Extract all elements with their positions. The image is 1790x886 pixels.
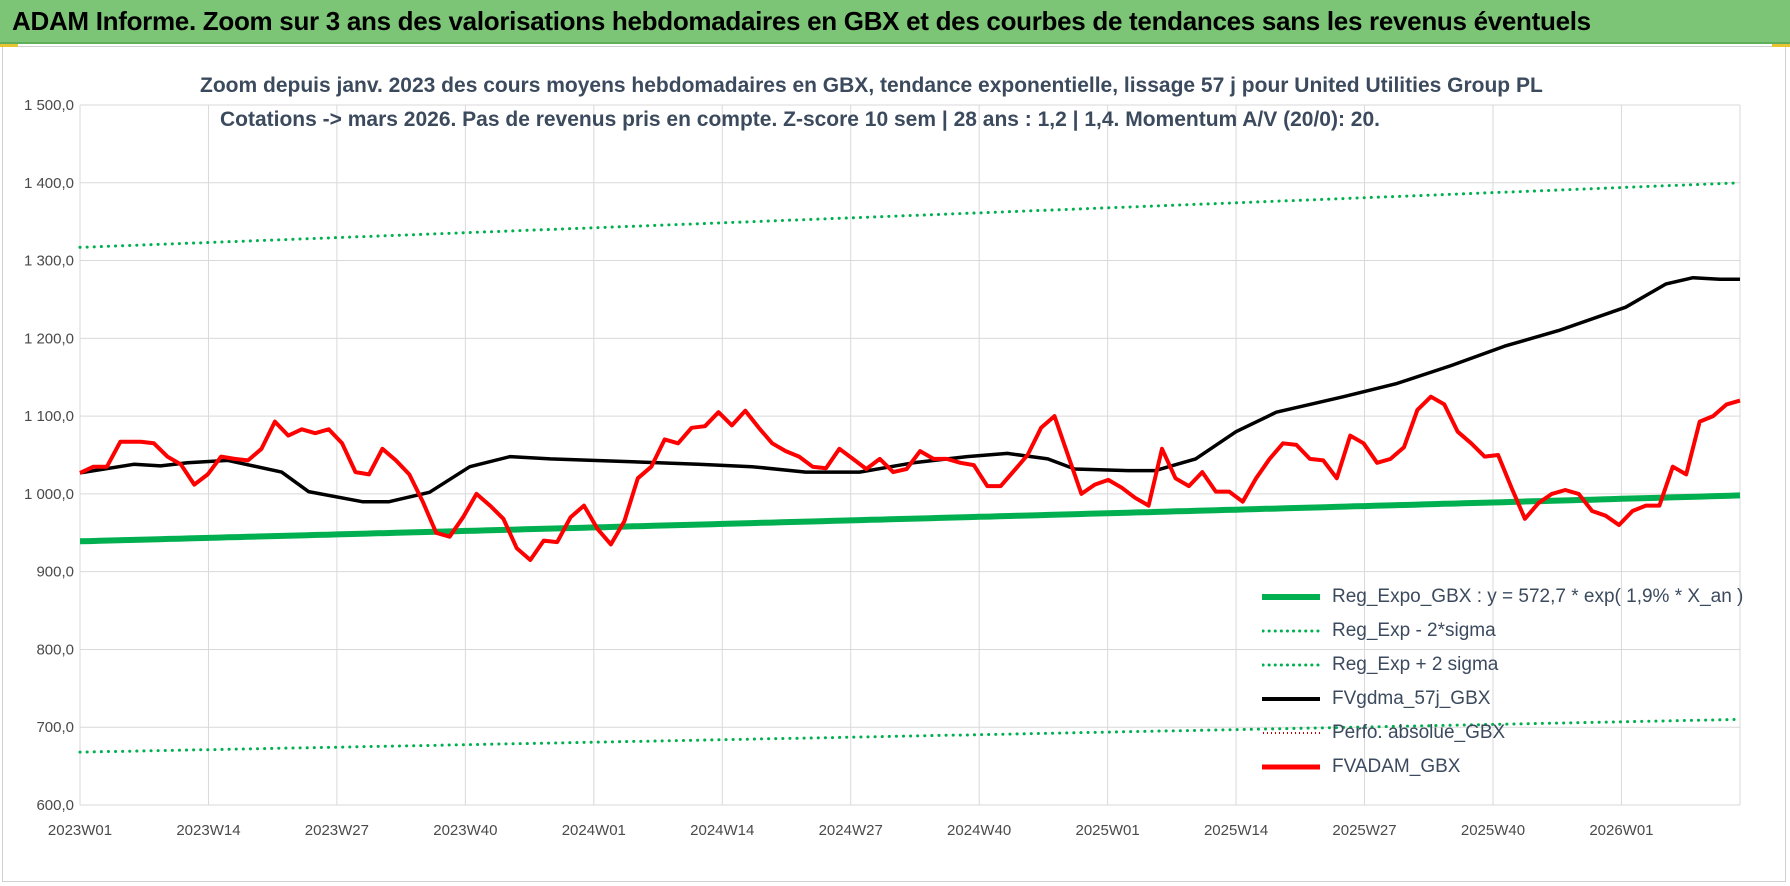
legend-label-fvgdma: FVgdma_57j_GBX — [1332, 688, 1491, 709]
x-tick-label: 2023W01 — [48, 822, 112, 839]
legend-label-reg-plus: Reg_Exp + 2 sigma — [1332, 654, 1499, 675]
banner-title: ADAM Informe. Zoom sur 3 ans des valoris… — [12, 6, 1591, 36]
x-tick-label: 2023W27 — [305, 822, 369, 839]
x-tick-label: 2024W14 — [690, 822, 754, 839]
y-tick-label: 800,0 — [36, 641, 74, 658]
legend-item-reg-expo: Reg_Expo_GBX : y = 572,7 * exp( 1,9% * X… — [1262, 580, 1752, 614]
legend-swatch-fvadam — [1262, 762, 1322, 772]
y-tick-label: 700,0 — [36, 719, 74, 736]
y-tick-label: 600,0 — [36, 797, 74, 814]
legend-swatch-reg-expo — [1262, 592, 1322, 602]
banner: ADAM Informe. Zoom sur 3 ans des valoris… — [0, 0, 1790, 44]
x-tick-label: 2025W27 — [1332, 822, 1396, 839]
legend-label-fvadam: FVADAM_GBX — [1332, 756, 1461, 777]
x-tick-label: 2026W01 — [1589, 822, 1653, 839]
legend-item-reg-minus: Reg_Exp - 2*sigma — [1262, 614, 1752, 648]
series-line-0 — [79, 492, 1741, 545]
chart-frame — [2, 46, 1786, 882]
legend-item-reg-plus: Reg_Exp + 2 sigma — [1262, 648, 1752, 682]
chart-title-line-2: Cotations -> mars 2026. Pas de revenus p… — [219, 108, 1380, 131]
series-line-1 — [78, 717, 1742, 754]
x-tick-label: 2023W40 — [433, 822, 497, 839]
corner-accent-top-left — [0, 44, 18, 47]
x-tick-label: 2024W40 — [947, 822, 1011, 839]
chart-legend: Reg_Expo_GBX : y = 572,7 * exp( 1,9% * X… — [1262, 580, 1752, 784]
x-tick-label: 2024W27 — [819, 822, 883, 839]
y-tick-label: 1 100,0 — [24, 408, 74, 425]
legend-item-fvgdma: FVgdma_57j_GBX — [1262, 682, 1752, 716]
legend-item-perfo: Perfo. absolue_GBX — [1262, 716, 1752, 750]
series-line-3 — [79, 275, 1740, 504]
y-tick-label: 1 200,0 — [24, 330, 74, 347]
x-tick-label: 2025W01 — [1076, 822, 1140, 839]
chart-series — [78, 181, 1742, 754]
legend-swatch-fvgdma — [1262, 694, 1322, 704]
legend-swatch-reg-plus — [1262, 660, 1322, 670]
x-axis-ticks: 2023W01 2023W14 2023W27 2023W40 2024W01 2024W… — [48, 822, 1654, 839]
y-tick-label: 1 000,0 — [24, 486, 74, 503]
chart-title-line-1: Zoom depuis janv. 2023 des cours moyens … — [200, 74, 1543, 97]
y-tick-label: 1 400,0 — [24, 175, 74, 192]
y-tick-label: 1 500,0 — [24, 97, 74, 114]
y-tick-label: 1 300,0 — [24, 253, 74, 270]
series-line-2 — [78, 181, 1742, 249]
legend-label-reg-minus: Reg_Exp - 2*sigma — [1332, 620, 1496, 641]
legend-label-reg-expo: Reg_Expo_GBX : y = 572,7 * exp( 1,9% * X… — [1332, 586, 1744, 607]
y-axis-ticks: 600,0 700,0 800,0 900,0 1 000,0 1 100,0 1 200,… — [24, 97, 74, 814]
y-tick-label: 900,0 — [36, 564, 74, 581]
x-tick-label: 2024W01 — [562, 822, 626, 839]
x-tick-label: 2025W40 — [1461, 822, 1525, 839]
legend-swatch-reg-minus — [1262, 626, 1322, 636]
x-tick-label: 2025W14 — [1204, 822, 1268, 839]
x-tick-label: 2023W14 — [176, 822, 240, 839]
legend-label-perfo: Perfo. absolue_GBX — [1332, 722, 1506, 743]
corner-accent-top-right — [1772, 44, 1790, 47]
series-line-5 — [79, 394, 1741, 562]
chart-grid — [79, 104, 1741, 806]
legend-swatch-perfo — [1262, 728, 1322, 738]
legend-item-fvadam: FVADAM_GBX — [1262, 750, 1752, 784]
